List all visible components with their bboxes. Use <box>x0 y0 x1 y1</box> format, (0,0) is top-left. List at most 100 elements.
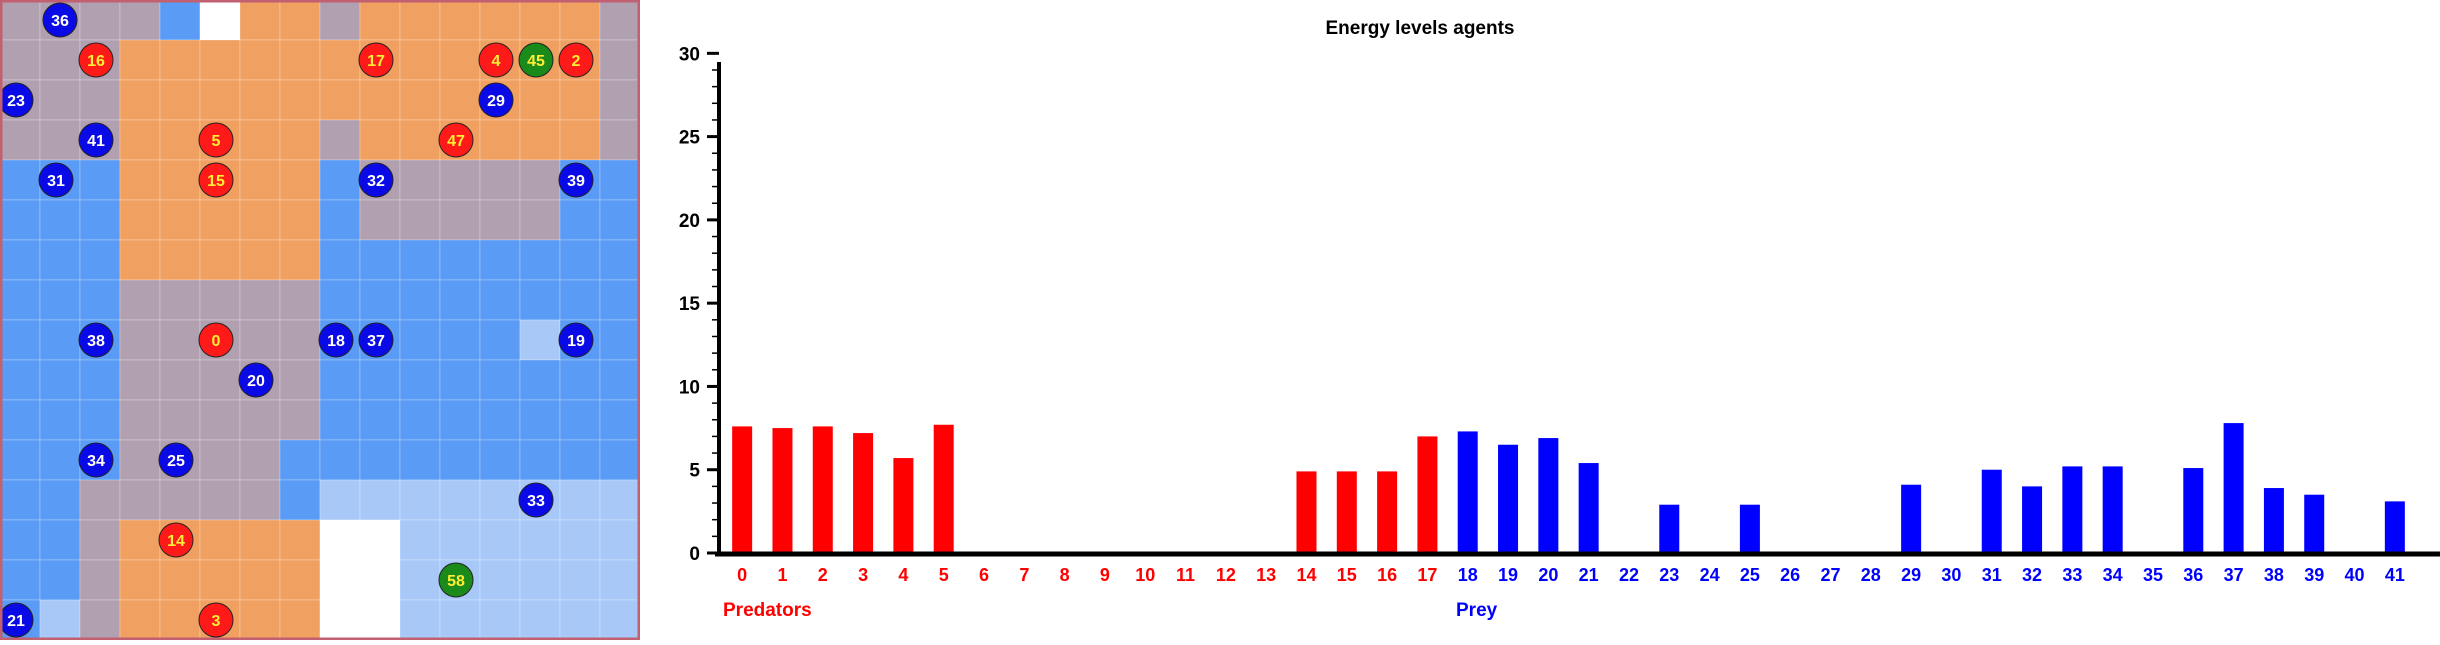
x-tick-label: 8 <box>1060 565 1070 585</box>
grid-cell <box>119 39 161 81</box>
agent-label: 33 <box>527 493 545 510</box>
prey-agent: 36 <box>42 2 78 38</box>
grid-cell <box>119 599 161 641</box>
grid-cell <box>239 159 281 201</box>
x-tick-label: 15 <box>1337 565 1357 585</box>
agent-label: 47 <box>447 133 465 150</box>
y-tick-label: 15 <box>679 294 701 315</box>
grid-cell <box>519 79 561 121</box>
grid-cell <box>119 359 161 401</box>
bar <box>1981 469 2002 553</box>
grid-cell <box>439 519 481 561</box>
bar <box>1377 471 1398 553</box>
predator-agent-marker <box>198 122 234 158</box>
grid-cell <box>359 439 401 481</box>
agent-label: 39 <box>567 173 585 190</box>
grid-cell <box>79 239 121 281</box>
grid-cell <box>239 199 281 241</box>
grid-cell <box>599 399 641 441</box>
grid-cell <box>479 359 521 401</box>
grid-cell <box>479 599 521 641</box>
bar <box>1901 484 1922 553</box>
bar <box>772 428 793 553</box>
grid-cell <box>159 39 201 81</box>
grid-cell <box>159 199 201 241</box>
x-tick-label: 30 <box>1941 565 1961 585</box>
grid-cell <box>599 0 641 41</box>
agent-label: 41 <box>87 133 105 150</box>
agent-label: 16 <box>87 53 105 70</box>
grid-cell <box>399 319 441 361</box>
grid-cell <box>239 439 281 481</box>
y-tick-label: 30 <box>679 44 700 65</box>
grid-cell <box>159 599 201 641</box>
bar <box>1538 438 1559 553</box>
grid-cell <box>199 479 241 521</box>
grid-cell <box>199 239 241 281</box>
grid-cell <box>599 199 641 241</box>
y-tick-label: 5 <box>689 461 700 482</box>
grid-cell <box>479 519 521 561</box>
agent-label: 36 <box>51 13 69 30</box>
grid-cell <box>479 439 521 481</box>
grid-cell <box>279 119 321 161</box>
x-tick-label: 21 <box>1579 565 1599 585</box>
predator-agent: 14 <box>158 522 194 558</box>
predator-agent: 17 <box>358 42 394 78</box>
prey-agent: 31 <box>38 162 74 198</box>
grid-cell <box>319 479 361 521</box>
grid-canvas: 36 16 17 4 45 2 23 29 41 5 47 31 15 32 39 38 0 18 37 19 20 34… <box>0 0 641 641</box>
legend-predators: Predators <box>723 600 812 621</box>
predator-agent: 15 <box>198 162 234 198</box>
grid-cells <box>0 0 641 641</box>
grid-cell <box>319 119 361 161</box>
grid-cell <box>279 519 321 561</box>
grid-cell <box>479 199 521 241</box>
grid-cell <box>159 319 201 361</box>
grid-cell <box>79 159 121 201</box>
predator-agent-marker <box>198 322 234 358</box>
x-tick-label: 25 <box>1740 565 1760 585</box>
grid-cell <box>159 399 201 441</box>
grid-cell <box>399 0 441 41</box>
grid-cell <box>0 359 41 401</box>
bar <box>1739 504 1760 553</box>
bar <box>2022 486 2043 553</box>
prey-agent: 29 <box>478 82 514 118</box>
agent-label: 31 <box>47 173 65 190</box>
grid-cell <box>119 439 161 481</box>
x-tick-label: 22 <box>1619 565 1639 585</box>
grid-cell <box>279 399 321 441</box>
x-tick-label: 23 <box>1659 565 1679 585</box>
x-tick-label: 20 <box>1538 565 1558 585</box>
grid-cell <box>519 359 561 401</box>
grid-cell <box>79 519 121 561</box>
grid-cell <box>199 79 241 121</box>
x-tick-label: 28 <box>1861 565 1881 585</box>
x-tick-label: 11 <box>1176 565 1195 585</box>
prey-agent: 41 <box>78 122 114 158</box>
prey-agent-marker <box>0 602 34 638</box>
grid-cell <box>119 0 161 41</box>
grid-cell <box>159 239 201 281</box>
grid-cell <box>239 399 281 441</box>
x-tick-label: 31 <box>1982 565 2002 585</box>
x-tick-label: 6 <box>979 565 989 585</box>
grid-cell <box>239 0 281 41</box>
prey-agent: 39 <box>558 162 594 198</box>
grid-cell <box>0 0 41 41</box>
grid-cell <box>519 399 561 441</box>
prey-agent-marker <box>78 442 114 478</box>
grid-cell <box>319 199 361 241</box>
grid-cell <box>199 559 241 601</box>
grid-cell <box>119 399 161 441</box>
x-tick-label: 26 <box>1780 565 1800 585</box>
grid-cell <box>519 319 561 361</box>
predator-agent: 47 <box>438 122 474 158</box>
grid-cell <box>519 0 561 41</box>
grid-cell <box>79 479 121 521</box>
grid-cell <box>439 39 481 81</box>
grid-cell <box>39 279 81 321</box>
grid-cell <box>39 119 81 161</box>
bar <box>2263 488 2284 553</box>
